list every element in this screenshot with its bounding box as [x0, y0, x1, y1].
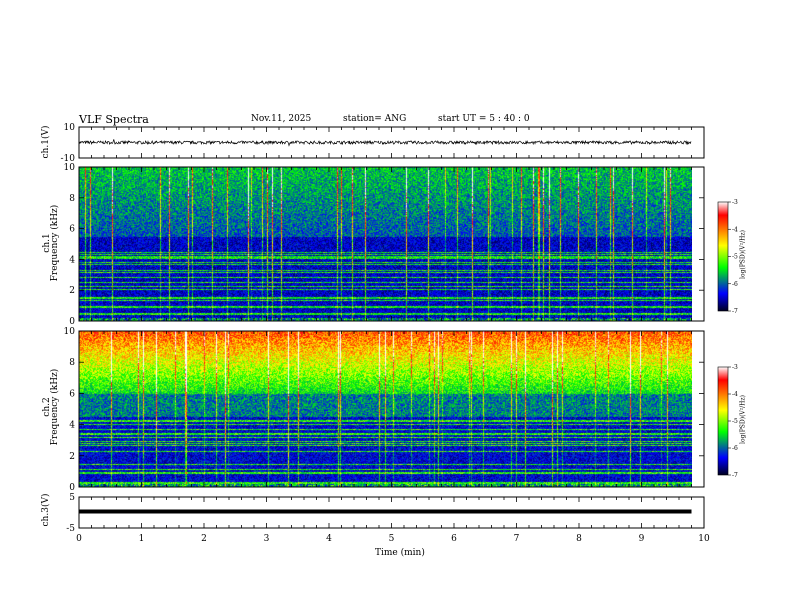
x-tick-label: 2 — [201, 534, 207, 544]
x-axis-label: Time (min) — [375, 548, 425, 558]
ch2-spectrogram-y-tick-label: 2 — [69, 452, 75, 462]
colorbar-2 — [717, 366, 729, 476]
ch1-spectrogram-image — [79, 167, 692, 321]
colorbar-1-tick-label: -7 — [732, 308, 738, 315]
colorbar-2-tick-label: -3 — [732, 364, 738, 371]
ch2-spectrogram-y-tick-label: 0 — [69, 483, 75, 493]
start-time-label: start UT = 5 : 40 : 0 — [438, 114, 530, 124]
ch2-spectrogram-y-tick-label: 6 — [69, 389, 75, 399]
station-label: station= ANG — [343, 114, 407, 124]
ch1-spectrogram-y-tick-label: 6 — [69, 225, 75, 235]
date-label: Nov.11, 2025 — [251, 114, 312, 124]
colorbar-1-tick-label: -6 — [732, 281, 738, 288]
x-tick-label: 5 — [389, 534, 395, 544]
x-tick-label: 7 — [514, 534, 520, 544]
x-tick-label: 3 — [264, 534, 270, 544]
x-tick-label: 1 — [139, 534, 145, 544]
colorbar-1-tick-label: -4 — [732, 226, 738, 233]
ch1-spectrogram-y-tick-label: 8 — [69, 194, 75, 204]
x-tick-label: 8 — [576, 534, 582, 544]
ch2-spectrogram-image — [79, 331, 692, 487]
ch1-waveform-y-tick-label: -10 — [61, 154, 76, 164]
ch2-spectrogram-y-tick-label: 4 — [69, 421, 75, 431]
chart-title: VLF Spectra — [79, 113, 149, 126]
colorbar-1-tick-label: -5 — [732, 254, 738, 261]
ch2-spectrogram-y-tick-label: 8 — [69, 358, 75, 368]
ch3-waveform-y-tick-label: 5 — [69, 493, 75, 503]
x-tick-label: 9 — [639, 534, 645, 544]
x-tick-label: 4 — [326, 534, 332, 544]
colorbar-1 — [717, 201, 729, 312]
colorbar-2-tick-label: -6 — [732, 445, 738, 452]
x-tick-label: 0 — [76, 534, 82, 544]
x-tick-label: 6 — [451, 534, 457, 544]
ch1-spectrogram-y-tick-label: 2 — [69, 286, 75, 296]
ch3-waveform-y-tick-label: -5 — [66, 524, 75, 534]
ch1-spectrogram-y-tick-label: 4 — [69, 255, 75, 265]
colorbar-2-tick-label: -5 — [732, 418, 738, 425]
ch1-spectrogram-y-tick-label: 10 — [64, 163, 76, 173]
x-tick-label: 10 — [698, 534, 710, 544]
ch1-spectrogram-y-tick-label: 0 — [69, 317, 75, 327]
ch2-spectrogram-y-tick-label: 10 — [64, 327, 76, 337]
ch1-waveform-line — [78, 139, 692, 147]
colorbar-2-tick-label: -7 — [732, 472, 738, 479]
colorbar-2-tick-label: -4 — [732, 391, 738, 398]
colorbar-1-tick-label: -3 — [732, 199, 738, 206]
ch1-waveform-y-tick-label: 10 — [64, 123, 76, 133]
